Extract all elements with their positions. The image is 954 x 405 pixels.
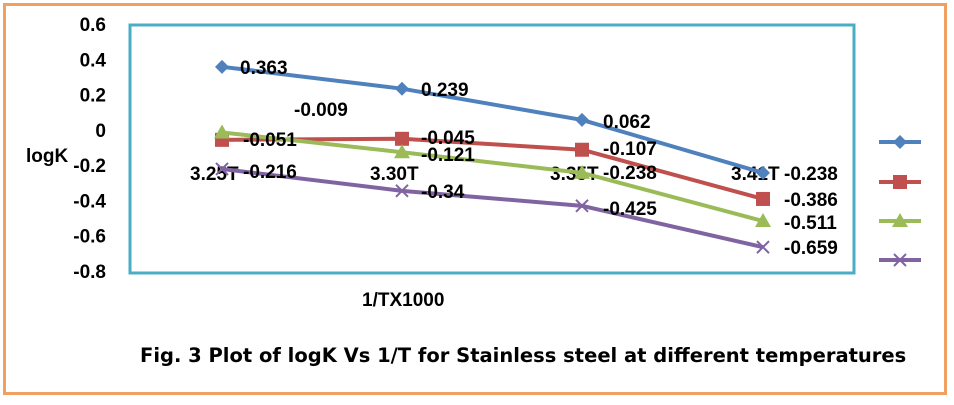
y-tick-label: 0.6 — [80, 15, 106, 36]
data-label: -0.107 — [603, 139, 657, 160]
y-axis-title: logK — [26, 146, 68, 167]
series-line-3 — [221, 130, 764, 223]
legend-marker — [893, 135, 907, 149]
data-label: -0.045 — [421, 128, 475, 149]
y-tick-label: -0.8 — [73, 262, 106, 283]
data-label: -0.009 — [294, 100, 348, 121]
data-label: -0.216 — [243, 162, 297, 183]
legend-entry — [879, 213, 921, 227]
plot-area — [128, 23, 856, 275]
y-tick-label: -0.6 — [73, 227, 106, 248]
series-layer — [214, 59, 771, 254]
data-point — [215, 59, 229, 74]
x-tick-label: 3.41T — [731, 164, 780, 185]
data-label: -0.051 — [243, 130, 297, 151]
data-point — [756, 165, 770, 180]
y-tick-label: 0.2 — [80, 86, 106, 107]
figure-frame — [3, 3, 947, 395]
legend-marker — [893, 253, 907, 267]
y-tick-label: -0.2 — [73, 156, 106, 177]
data-point — [575, 112, 589, 127]
data-label: -0.121 — [421, 145, 475, 166]
data-label: 0.363 — [240, 58, 288, 79]
x-tick-label: 3.25T — [190, 164, 239, 185]
data-label: -0.34 — [421, 182, 465, 203]
legend-entry — [879, 135, 921, 149]
legend — [879, 135, 921, 267]
data-point — [214, 124, 230, 139]
figure-caption: Fig. 3 Plot of logK Vs 1/T for Stainless… — [140, 344, 906, 367]
data-label: -0.425 — [603, 199, 657, 220]
data-label: -0.238 — [603, 163, 657, 184]
data-point — [575, 142, 589, 157]
data-point — [395, 81, 409, 96]
data-label: 0.062 — [603, 112, 651, 133]
data-point — [394, 144, 410, 159]
series-line-1 — [221, 64, 764, 175]
x-axis-title: 1/TX1000 — [362, 290, 444, 311]
series-line-4 — [221, 166, 764, 250]
data-point — [755, 213, 771, 228]
series-line-2 — [221, 136, 764, 201]
legend-entry — [879, 175, 921, 189]
y-tick-label: -0.4 — [73, 191, 106, 212]
data-point — [395, 184, 409, 198]
data-label: -0.386 — [784, 190, 838, 211]
data-point — [756, 240, 770, 254]
data-label: -0.238 — [784, 164, 838, 185]
axes: 0.60.40.20-0.2-0.4-0.6-0.83.25T 3.30T 3.35… — [73, 15, 780, 283]
legend-marker — [893, 175, 907, 189]
legend-marker — [892, 213, 908, 227]
legend-entry — [879, 253, 921, 267]
data-label: -0.511 — [784, 213, 837, 234]
y-tick-label: 0.4 — [80, 50, 107, 71]
data-point — [215, 162, 229, 176]
data-labels: 0.363 0.239 0.062 -0.238 -0.051 -0.045 -0.107 -… — [240, 58, 838, 259]
data-point — [756, 191, 770, 206]
data-point — [395, 131, 409, 146]
y-tick-label: 0 — [95, 121, 106, 142]
data-label: 0.239 — [421, 80, 469, 101]
data-label: -0.659 — [784, 238, 838, 259]
x-tick-label: 3.30T — [370, 164, 419, 185]
data-point — [574, 164, 590, 179]
data-point — [575, 199, 589, 213]
